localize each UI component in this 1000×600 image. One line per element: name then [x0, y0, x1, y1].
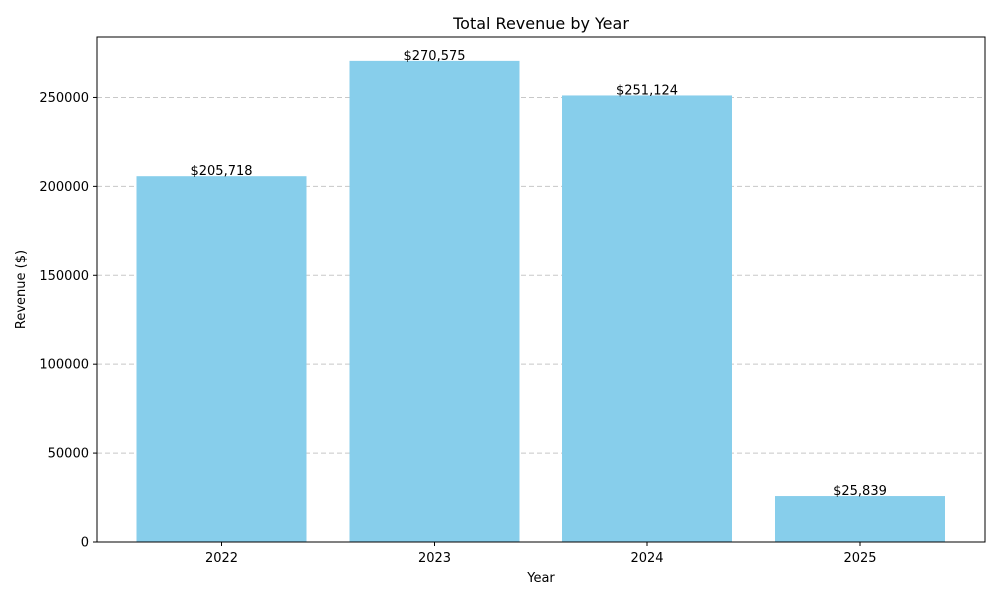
data-label-2023: $270,575	[403, 49, 465, 64]
bar-2022	[136, 176, 307, 543]
x-axis-label: Year	[526, 571, 555, 586]
data-label-2025: $25,839	[833, 484, 887, 499]
y-tick-label: 0	[81, 536, 89, 551]
data-label-2022: $205,718	[190, 164, 252, 179]
bar-2023	[349, 60, 520, 542]
y-tick-label: 200000	[39, 180, 89, 195]
y-tick-label: 100000	[39, 358, 89, 373]
x-axis-ticks: 2022 2023 2024 2025	[205, 542, 877, 566]
bar-2024	[562, 95, 732, 543]
plot-frame	[96, 36, 986, 543]
y-axis-label: Revenue ($)	[14, 250, 29, 329]
y-tick-label: 250000	[39, 91, 89, 106]
y-axis-ticks: 0 50000 100000 150000 200000 250000	[39, 91, 97, 551]
y-tick-label: 50000	[48, 447, 89, 462]
x-tick-label: 2025	[843, 551, 876, 566]
x-tick-label: 2024	[630, 551, 663, 566]
x-tick-label: 2022	[205, 551, 238, 566]
y-tick-label: 150000	[39, 269, 89, 284]
bar-2025	[775, 496, 945, 542]
x-tick-label: 2023	[418, 551, 451, 566]
data-labels: $205,718 $270,575 $251,124 $25,839	[190, 49, 886, 499]
bars	[136, 60, 945, 543]
data-label-2024: $251,124	[616, 83, 678, 98]
chart-title: Total Revenue by Year	[452, 14, 629, 33]
